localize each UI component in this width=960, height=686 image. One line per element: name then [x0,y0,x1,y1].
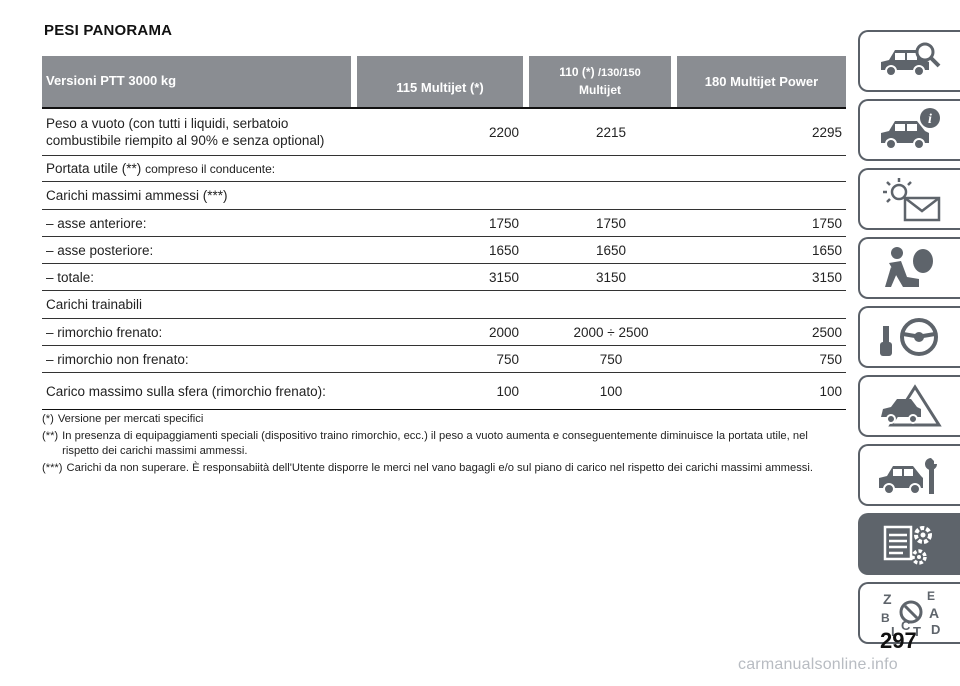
footnote-text: Carichi da non superare. È responsabiità… [66,462,813,474]
warning-light-icon [883,178,941,222]
table-row: – asse posteriore: 1650 1650 1650 [42,237,846,264]
row-label: Portata utile (**) compreso il conducent… [42,161,846,176]
value-110-150: 100 [599,383,623,399]
footnote: (**) In presenza di equipaggiamenti spec… [42,429,842,459]
row-label-small: compreso il conducente: [145,162,276,176]
sidebar-tab-technical-data[interactable] [858,513,960,575]
footnotes: (*) Versione per mercati specifici (**) … [42,412,842,478]
row-label: Carichi massimi ammessi (***) [46,188,228,203]
header-115-multijet: 115 Multijet (*) [357,56,523,107]
value-110-150: 2000 ÷ 2500 [573,324,649,340]
airbag-passenger-icon [885,247,933,287]
value-180: 2295 [811,124,842,140]
technical-data-gear-icon [883,525,932,565]
footnote-mark: (*) [42,413,54,425]
sidebar-tab-dashboard[interactable]: i [858,99,960,161]
table-row: Carichi trainabili [42,291,846,319]
value-115: 2000 [488,324,519,340]
header-110-label: 110 (*) [559,65,595,79]
steering-wheel-key-icon [880,318,938,356]
row-label: – asse anteriore: [46,215,147,231]
row-label: – rimorchio non frenato: [46,351,189,367]
value-110-150: 3150 [595,269,627,285]
car-breakdown-icon [881,384,942,427]
value-115: 1650 [488,242,519,258]
value-115: 750 [496,351,519,367]
chapter-sidebar: i [858,30,960,651]
index-letter: A [929,605,939,621]
table-row: Peso a vuoto (con tutti i liquidi, serba… [42,109,846,156]
value-110-150: 1750 [595,215,627,231]
row-label-main: Portata utile (**) [46,161,142,176]
header-110-130-150-multijet: 110 (*) /130/150 Multijet [529,56,671,107]
index-letter: D [931,622,940,637]
row-label: Carichi trainabili [46,297,143,312]
sidebar-tab-warning-lights[interactable] [858,168,960,230]
footnote-text: In presenza di equipaggiamenti speciali … [62,430,808,457]
value-110-150: 750 [599,351,623,367]
header-130-150-label: /130/150 [597,67,641,79]
value-180: 1750 [811,215,842,231]
row-label: – rimorchio frenato: [46,324,163,340]
table-row: Portata utile (**) compreso il conducent… [42,156,846,182]
page-number: 297 [880,628,917,653]
value-180: 2500 [811,324,842,340]
footnote-mark: (***) [42,462,63,474]
row-label: Peso a vuoto (con tutti i liquidi, serba… [42,115,351,149]
table-row: – asse anteriore: 1750 1750 1750 [42,210,846,237]
row-label-line2: combustibile riempito al 90% e senza opt… [46,133,325,148]
sidebar-tab-knowing-the-vehicle[interactable] [858,30,960,92]
table-row: Carico massimo sulla sfera (rimorchio fr… [42,373,846,410]
value-110-150: 2215 [595,124,627,140]
value-115: 1750 [488,215,519,231]
value-110-150: 1650 [595,242,627,258]
row-label: – totale: [46,269,95,285]
svg-text:i: i [928,112,932,127]
row-label: – asse posteriore: [46,242,154,258]
index-letter: E [927,589,935,603]
value-115: 2200 [488,124,519,140]
value-180: 3150 [811,269,842,285]
car-wrench-icon [879,458,937,495]
value-180: 1650 [811,242,842,258]
footnote: (***) Carichi da non superare. È respons… [42,461,842,476]
weights-table: Versioni PTT 3000 kg 115 Multijet (*) 11… [42,56,846,410]
table-row: Carichi massimi ammessi (***) [42,182,846,210]
value-180: 100 [819,383,842,399]
sidebar-tab-starting-driving[interactable] [858,306,960,368]
table-row: – rimorchio non frenato: 750 750 750 [42,346,846,373]
sidebar-tab-emergency[interactable] [858,375,960,437]
header-180-multijet-power: 180 Multijet Power [677,56,846,107]
car-search-icon [881,42,941,77]
alphabetical-index-icon: Z E B A C D T I [881,589,940,638]
watermark: carmanualsonline.info [738,656,898,673]
page-title: PESI PANORAMA [44,22,173,39]
index-letter: B [881,611,890,625]
row-label-line1: Peso a vuoto (con tutti i liquidi, serba… [46,116,289,131]
index-letter: Z [883,591,892,607]
table-row: – rimorchio frenato: 2000 2000 ÷ 2500 25… [42,319,846,346]
index-letter: C [901,618,911,633]
sidebar-tab-safety[interactable] [858,237,960,299]
value-180: 750 [819,351,842,367]
header-versions: Versioni PTT 3000 kg [42,56,351,107]
index-letter: I [891,624,895,638]
table-row: – totale: 3150 3150 3150 [42,264,846,291]
header-multijet-label: Multijet [579,83,621,97]
car-info-icon: i [881,108,940,150]
sidebar-tab-servicing[interactable] [858,444,960,506]
index-letter: T [913,624,921,638]
sidebar-tab-index[interactable]: Z E B A C D T I [858,582,960,644]
value-115: 3150 [488,269,519,285]
row-label: Carico massimo sulla sfera (rimorchio fr… [46,383,326,399]
footnote-mark: (**) [42,430,59,442]
value-115: 100 [496,383,519,399]
table-header: Versioni PTT 3000 kg 115 Multijet (*) 11… [42,56,846,109]
footnote-text: Versione per mercati specifici [57,413,204,425]
footnote: (*) Versione per mercati specifici [42,412,842,427]
